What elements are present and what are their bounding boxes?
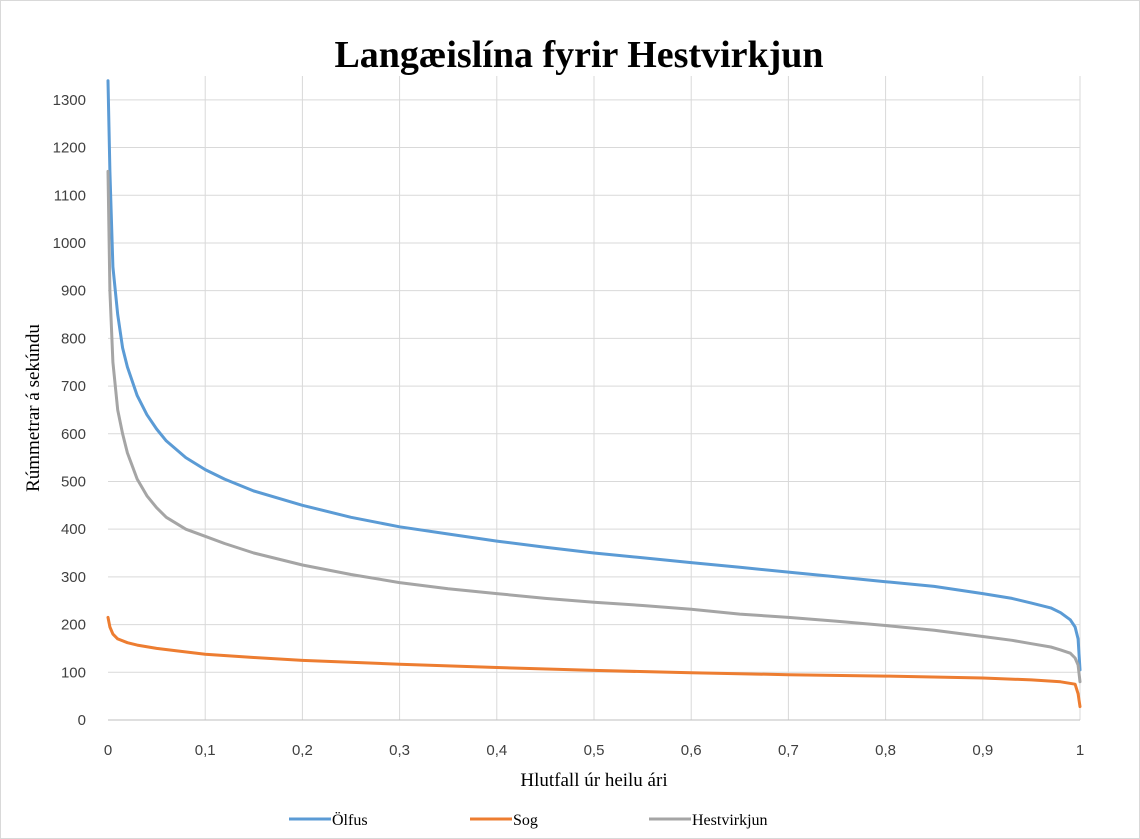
y-tick-label: 0	[78, 712, 86, 729]
legend-label--lfus: Ölfus	[332, 811, 368, 829]
y-tick-label: 200	[61, 617, 86, 634]
x-tick-label: 0,7	[778, 742, 799, 759]
y-tick-label: 100	[61, 664, 86, 681]
x-tick-labels: 0 0,1 0,2 0,3 0,4 0,5 0,6 0,7 0,8 0,9 1	[104, 742, 1084, 759]
y-tick-label: 300	[61, 569, 86, 586]
y-axis-title: Rúmmetrar á sekúndu	[23, 324, 44, 492]
legend-label-sog: Sog	[513, 812, 538, 829]
x-tick-label: 0	[104, 742, 112, 759]
y-tick-label: 1100	[54, 187, 86, 204]
series-line-hestvirkjun	[106, 169, 1082, 684]
x-tick-label: 0,2	[292, 742, 313, 759]
x-tick-label: 0,6	[681, 742, 702, 759]
series-line-sog	[106, 615, 1082, 709]
legend-label-hestvirkjun: Hestvirkjun	[692, 812, 768, 829]
y-tick-label: 400	[61, 521, 86, 538]
y-tick-label: 900	[61, 283, 86, 300]
series-lines	[106, 79, 1082, 709]
y-tick-label: 1200	[53, 140, 86, 157]
y-tick-labels: 0 100 200 300 400 500 600 700 800 900 1000 1100 1200…	[53, 92, 86, 729]
x-tick-label: 0,3	[389, 742, 410, 759]
x-tick-label: 0,8	[875, 742, 896, 759]
x-axis-title: Hlutfall úr heilu ári	[520, 770, 667, 791]
x-tick-label: 1	[1076, 742, 1084, 759]
y-tick-label: 600	[61, 426, 86, 443]
series-line--lfus	[106, 79, 1082, 672]
y-tick-label: 1000	[53, 235, 86, 252]
chart-title: Langæislína fyrir Hestvirkjun	[334, 34, 823, 76]
x-tick-label: 0,4	[486, 742, 507, 759]
y-tick-label: 500	[61, 473, 86, 490]
y-tick-label: 700	[61, 378, 86, 395]
y-tick-label: 1300	[53, 92, 86, 109]
legend: Ölfus Sog Hestvirkjun	[289, 811, 768, 829]
grid-lines	[108, 76, 1081, 720]
y-tick-label: 800	[61, 330, 86, 347]
x-tick-label: 0,9	[972, 742, 993, 759]
x-tick-label: 0,1	[195, 742, 216, 759]
x-tick-label: 0,5	[584, 742, 605, 759]
